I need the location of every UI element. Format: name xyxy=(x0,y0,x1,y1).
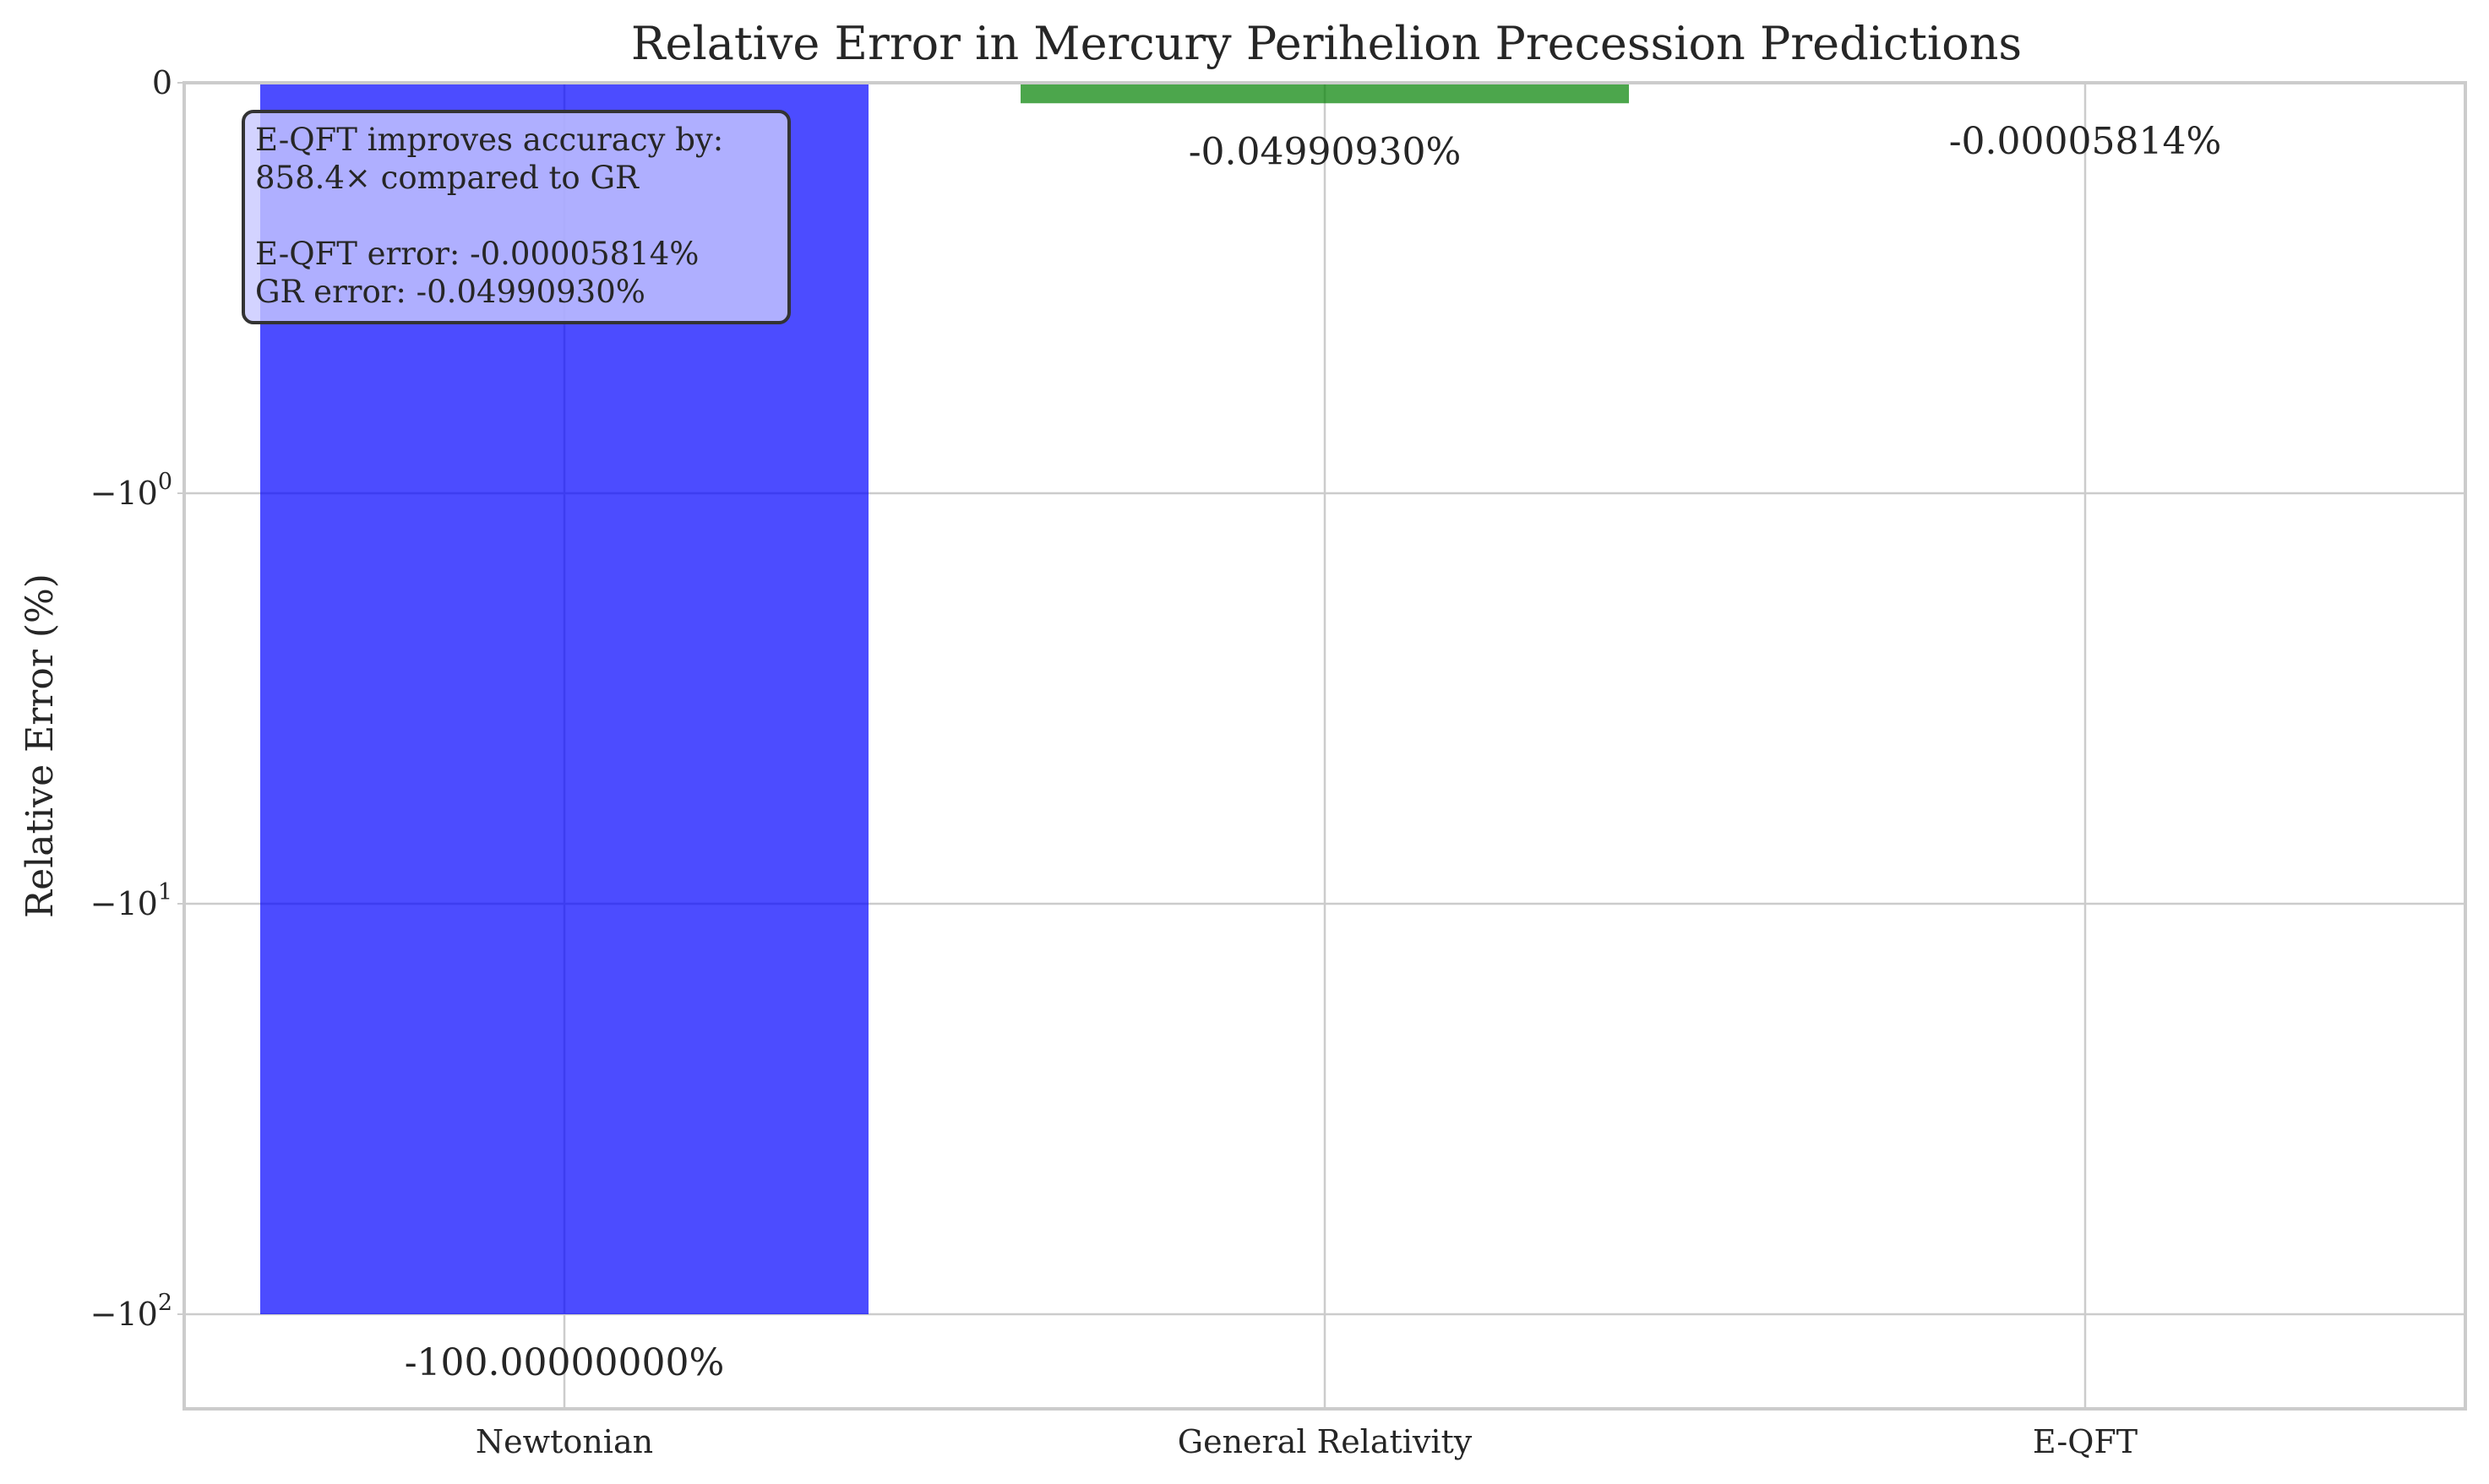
plot-frame xyxy=(182,81,2467,1411)
x-tick-label-1: General Relativity xyxy=(1178,1423,1473,1460)
y-tick-label-2: −101 xyxy=(90,879,172,922)
annotation-box: E-QFT improves accuracy by: 858.4× compa… xyxy=(242,110,791,324)
y-tick-label-1: −100 xyxy=(90,469,172,512)
bar-value-label-2: -0.00005814% xyxy=(1949,120,2222,163)
bar-value-label-1: -0.04990930% xyxy=(1189,130,1462,173)
x-tick-label-0: Newtonian xyxy=(476,1423,653,1460)
bar-value-labels: -100.00000000% -0.04990930% -0.00005814% xyxy=(405,120,2222,1384)
bar-value-label-0: -100.00000000% xyxy=(405,1341,725,1384)
x-tick-label-2: E-QFT xyxy=(2033,1423,2138,1460)
chart-title: Relative Error in Mercury Perihelion Pre… xyxy=(631,17,2022,70)
annotation-line-1: E-QFT improves accuracy by: xyxy=(255,122,723,158)
x-axis-ticks: Newtonian General Relativity E-QFT xyxy=(476,1423,2138,1460)
y-axis-ticks: 0 −100 −101 −102 xyxy=(90,64,184,1333)
annotation-line-5: GR error: -0.04990930% xyxy=(255,274,645,310)
annotation-line-2: 858.4× compared to GR xyxy=(255,160,640,196)
annotation-background xyxy=(242,110,791,324)
y-axis-label: Relative Error (%) xyxy=(19,573,62,918)
bar-general-relativity xyxy=(1021,83,1629,104)
y-tick-label-3: −102 xyxy=(90,1290,172,1333)
annotation-line-4: E-QFT error: -0.00005814% xyxy=(255,236,699,272)
y-tick-label-0: 0 xyxy=(152,64,172,101)
